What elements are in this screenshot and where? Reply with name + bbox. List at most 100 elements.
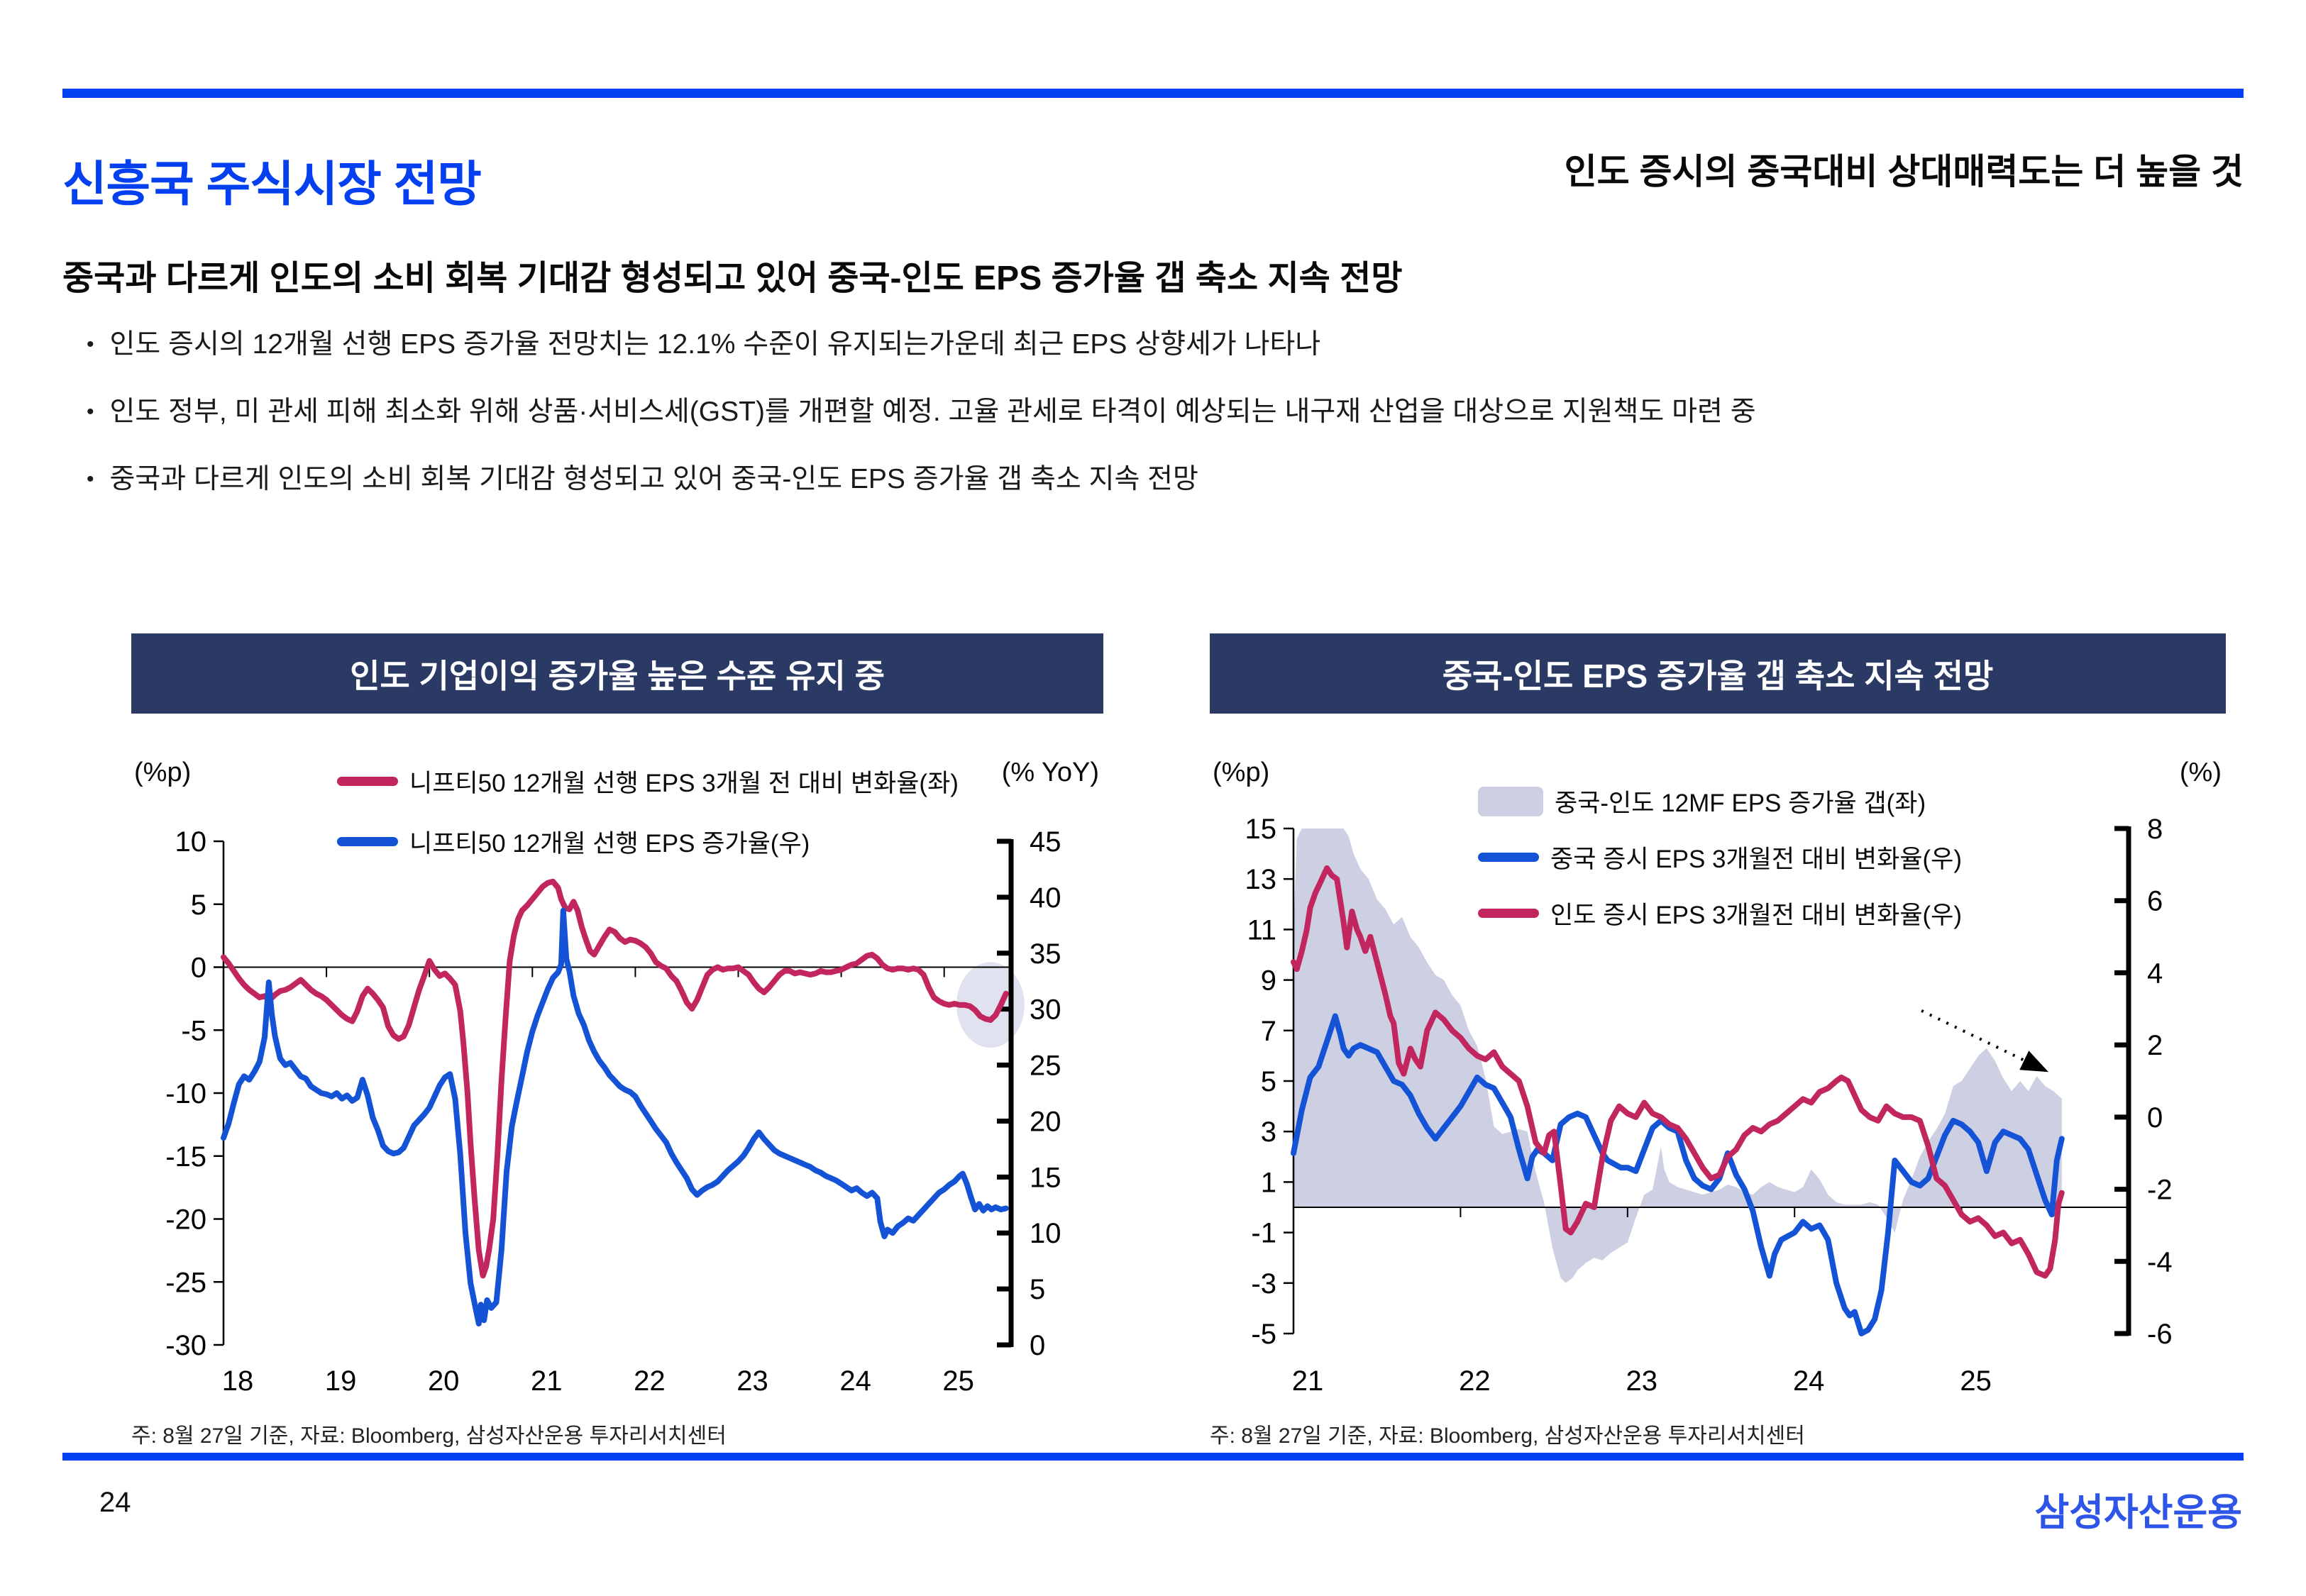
svg-text:21: 21 [531,1365,563,1397]
svg-text:22: 22 [634,1365,666,1397]
legend-line-swatch-blue [337,837,398,846]
svg-text:2: 2 [2147,1030,2163,1061]
svg-text:-1: -1 [1251,1218,1276,1249]
svg-text:-30: -30 [165,1330,206,1361]
svg-text:40: 40 [1030,882,1061,914]
svg-text:11: 11 [1247,914,1276,946]
legend-row: 중국 증시 EPS 3개월전 대비 변화율(우) [1478,839,1962,875]
legend-row: 니프티50 12개월 선행 EPS 3개월 전 대비 변화율(좌) [337,763,959,799]
svg-text:15: 15 [1245,814,1277,845]
right-chart-footnote: 주: 8월 27일 기준, 자료: Bloomberg, 삼성자산운용 투자리서… [1210,1424,1805,1448]
top-divider [62,89,2244,98]
right-chart-left-axis-unit: (%p) [1213,758,1270,787]
svg-text:24: 24 [1793,1365,1825,1397]
right-chart-canvas: 15 13 11 9 7 5 3 1 -1 -3 -5 8 6 4 2 0 -2 -4 -6 21 22 23 24 25 [1245,814,2173,1397]
right-chart-title: 중국-인도 EPS 증가율 갭 축소 지속 전망 [1210,633,2226,714]
legend-label: 중국 증시 EPS 3개월전 대비 변화율(우) [1550,846,1963,873]
svg-text:24: 24 [839,1365,871,1397]
legend-row: 인도 증시 EPS 3개월전 대비 변화율(우) [1478,895,1962,931]
svg-text:5: 5 [191,890,206,921]
svg-text:-4: -4 [2147,1246,2173,1278]
svg-text:-3: -3 [1251,1268,1276,1299]
svg-text:22: 22 [1459,1365,1491,1397]
svg-text:0: 0 [1030,1330,1045,1361]
page-title: 신흥국 주식시장 전망 [62,157,482,211]
panel-india-eps: 인도 기업이익 증가율 높은 수준 유지 중 (%p) (% YoY) 니프티5… [131,633,1103,1449]
bullet-dot: • [87,333,94,356]
svg-text:23: 23 [737,1365,768,1397]
svg-text:-25: -25 [165,1267,206,1298]
legend-label: 니프티50 12개월 선행 EPS 3개월 전 대비 변화율(좌) [409,770,959,797]
svg-text:6: 6 [2147,886,2163,917]
svg-text:13: 13 [1245,864,1277,895]
bullet-text: 인도 정부, 미 관세 피해 최소화 위해 상품·서비스세(GST)를 개편할 … [109,397,1756,427]
legend-label: 중국-인도 12MF EPS 증가율 갭(좌) [1555,789,1926,817]
svg-text:10: 10 [1030,1218,1061,1249]
svg-text:30: 30 [1030,994,1061,1026]
svg-text:23: 23 [1626,1365,1658,1397]
legend-row: 중국-인도 12MF EPS 증가율 갭(좌) [1478,783,1962,819]
bullet-item: • 인도 증시의 12개월 선행 EPS 증가율 전망치는 12.1% 수준이 … [87,328,2215,362]
svg-text:-10: -10 [165,1078,206,1109]
svg-text:18: 18 [222,1365,254,1397]
svg-text:5: 5 [1030,1274,1045,1305]
svg-text:35: 35 [1030,938,1061,970]
page-subtitle: 인도 증시의 중국대비 상대매력도는 더 높을 것 [1564,152,2244,192]
legend-area-swatch-gray [1478,786,1543,816]
svg-text:4: 4 [2147,958,2163,989]
right-chart-right-axis-unit: (%) [2179,758,2222,787]
bullet-item: • 중국과 다르게 인도의 소비 회복 기대감 형성되고 있어 중국-인도 EP… [87,462,2215,497]
svg-text:3: 3 [1261,1116,1276,1148]
company-logo: 삼성자산운용 [2034,1492,2242,1534]
panel-china-india-gap: 중국-인도 EPS 증가율 갭 축소 지속 전망 (%p) (%) 중국-인도 … [1210,633,2226,1449]
right-chart-legend: 중국-인도 12MF EPS 증가율 갭(좌) 중국 증시 EPS 3개월전 대… [1478,783,1962,931]
svg-text:25: 25 [1030,1051,1061,1082]
bullet-list: • 인도 증시의 12개월 선행 EPS 증가율 전망치는 12.1% 수준이 … [87,328,2215,530]
svg-text:19: 19 [325,1365,357,1397]
legend-row: 니프티50 12개월 선행 EPS 증가율(우) [337,824,959,860]
svg-text:20: 20 [1030,1106,1061,1137]
left-chart-area: (%p) (% YoY) 니프티50 12개월 선행 EPS 3개월 전 대비 … [131,722,1103,1407]
svg-text:15: 15 [1030,1162,1061,1193]
right-chart-area: (%p) (%) 중국-인도 12MF EPS 증가율 갭(좌) 중국 증시 E… [1210,722,2226,1407]
svg-text:1: 1 [1261,1167,1276,1198]
legend-line-swatch-red [337,777,398,786]
legend-label: 니프티50 12개월 선행 EPS 증가율(우) [409,830,810,858]
svg-text:20: 20 [428,1365,460,1397]
svg-text:25: 25 [942,1365,974,1397]
bullet-text: 중국과 다르게 인도의 소비 회복 기대감 형성되고 있어 중국-인도 EPS … [109,464,1198,494]
left-chart-legend: 니프티50 12개월 선행 EPS 3개월 전 대비 변화율(좌) 니프티50 … [337,763,959,860]
left-chart-footnote: 주: 8월 27일 기준, 자료: Bloomberg, 삼성자산운용 투자리서… [131,1424,727,1448]
section-heading: 중국과 다르게 인도의 소비 회복 기대감 형성되고 있어 중국-인도 EPS … [62,260,1403,297]
svg-text:7: 7 [1261,1016,1276,1047]
bullet-text: 인도 증시의 12개월 선행 EPS 증가율 전망치는 12.1% 수준이 유지… [109,329,1321,360]
svg-text:-2: -2 [2147,1175,2173,1206]
svg-text:-6: -6 [2147,1319,2173,1350]
svg-text:25: 25 [1960,1365,1992,1397]
legend-line-swatch-red [1478,909,1539,918]
svg-text:45: 45 [1030,826,1061,858]
legend-line-swatch-blue [1478,853,1539,862]
svg-text:5: 5 [1261,1066,1276,1097]
left-chart-right-axis-unit: (% YoY) [1001,758,1099,787]
svg-text:10: 10 [175,826,207,858]
bullet-dot: • [87,400,94,423]
svg-text:21: 21 [1292,1365,1324,1397]
page-number: 24 [99,1487,131,1518]
legend-label: 인도 증시 EPS 3개월전 대비 변화율(우) [1550,902,1963,929]
svg-text:8: 8 [2147,814,2163,845]
bullet-item: • 인도 정부, 미 관세 피해 최소화 위해 상품·서비스세(GST)를 개편… [87,395,2215,429]
svg-text:-15: -15 [165,1141,206,1173]
svg-text:9: 9 [1261,965,1276,997]
svg-text:-5: -5 [181,1015,206,1046]
bullet-dot: • [87,467,94,491]
svg-text:-5: -5 [1251,1319,1276,1350]
svg-text:0: 0 [191,953,206,984]
svg-text:0: 0 [2147,1102,2163,1134]
svg-text:-20: -20 [165,1204,206,1236]
left-chart-left-axis-unit: (%p) [134,758,192,787]
bottom-divider [62,1453,2244,1461]
left-chart-canvas: 10 5 0 -5 -10 -15 -20 -25 -30 45 40 35 30 25 20 15 10 5 0 1… [165,826,1061,1397]
left-chart-title: 인도 기업이익 증가율 높은 수준 유지 중 [131,633,1103,714]
